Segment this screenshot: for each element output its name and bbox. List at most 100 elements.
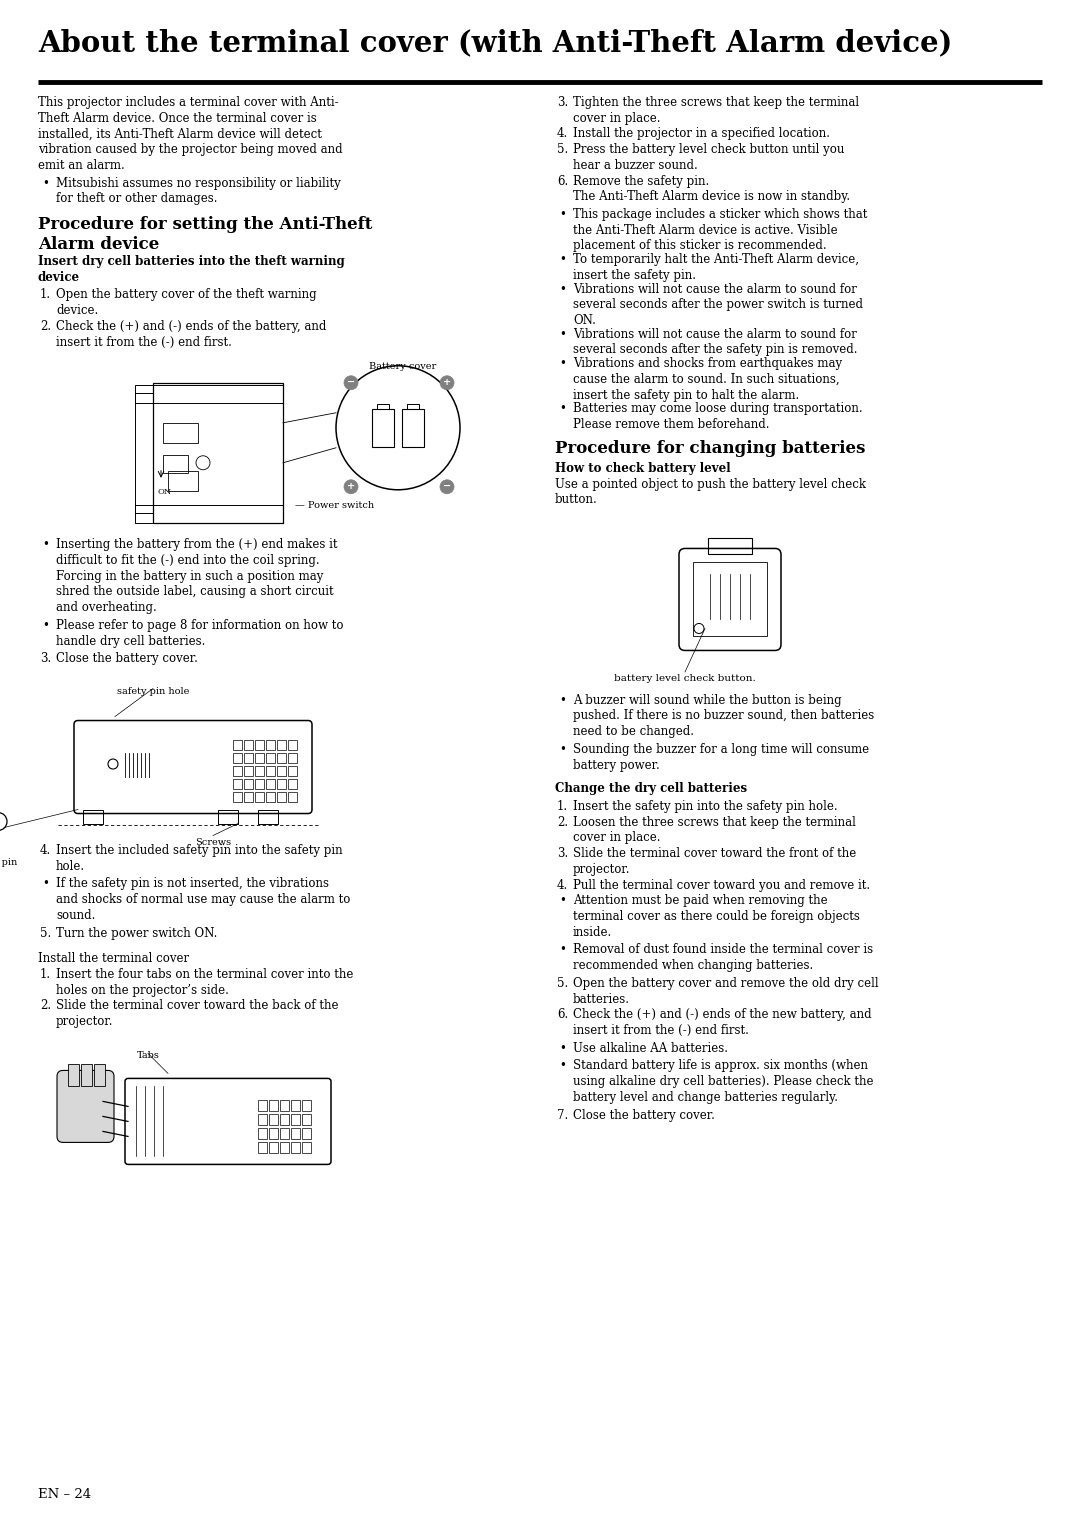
- Text: •: •: [559, 1059, 566, 1073]
- Bar: [218, 810, 238, 824]
- Text: projector.: projector.: [56, 1015, 113, 1028]
- Text: emit an alarm.: emit an alarm.: [38, 159, 125, 171]
- Text: To temporarily halt the Anti-Theft Alarm device,: To temporarily halt the Anti-Theft Alarm…: [573, 254, 859, 266]
- Text: 4.: 4.: [557, 879, 568, 891]
- Bar: [276, 740, 286, 750]
- Bar: [288, 766, 297, 776]
- Bar: [168, 471, 198, 490]
- Text: need to be changed.: need to be changed.: [573, 726, 694, 738]
- Bar: [693, 562, 767, 637]
- Bar: [68, 1065, 79, 1086]
- Text: +: +: [347, 483, 355, 492]
- Text: This package includes a sticker which shows that: This package includes a sticker which sh…: [573, 208, 867, 222]
- Bar: [244, 740, 253, 750]
- Text: recommended when changing batteries.: recommended when changing batteries.: [573, 960, 813, 972]
- Text: insert the safety pin.: insert the safety pin.: [573, 269, 696, 281]
- Text: 4.: 4.: [40, 843, 51, 857]
- Text: 1.: 1.: [40, 289, 51, 301]
- Bar: [280, 1100, 289, 1111]
- Text: the Anti-Theft Alarm device is active. Visible: the Anti-Theft Alarm device is active. V…: [573, 223, 838, 237]
- Bar: [288, 792, 297, 802]
- Bar: [244, 766, 253, 776]
- Text: insert it from the (-) end first.: insert it from the (-) end first.: [56, 336, 232, 348]
- Bar: [94, 1065, 105, 1086]
- Text: several seconds after the power switch is turned: several seconds after the power switch i…: [573, 298, 863, 312]
- Bar: [302, 1114, 311, 1126]
- Text: Attention must be paid when removing the: Attention must be paid when removing the: [573, 894, 827, 908]
- Bar: [402, 410, 424, 446]
- Text: 2.: 2.: [557, 816, 568, 828]
- Bar: [266, 779, 275, 788]
- Text: Insert the four tabs on the terminal cover into the: Insert the four tabs on the terminal cov…: [56, 969, 353, 981]
- Text: •: •: [559, 283, 566, 295]
- Text: 2.: 2.: [40, 319, 51, 333]
- Bar: [276, 766, 286, 776]
- Bar: [291, 1128, 300, 1140]
- Text: vibration caused by the projector being moved and: vibration caused by the projector being …: [38, 144, 342, 156]
- Circle shape: [440, 480, 454, 494]
- Text: insert it from the (-) end first.: insert it from the (-) end first.: [573, 1024, 748, 1038]
- Text: Sounding the buzzer for a long time will consume: Sounding the buzzer for a long time will…: [573, 743, 869, 756]
- Text: •: •: [559, 358, 566, 370]
- Text: Check the (+) and (-) ends of the new battery, and: Check the (+) and (-) ends of the new ba…: [573, 1008, 872, 1021]
- Text: using alkaline dry cell batteries). Please check the: using alkaline dry cell batteries). Plea…: [573, 1076, 874, 1088]
- Text: 6.: 6.: [557, 1008, 568, 1021]
- Text: •: •: [559, 743, 566, 756]
- Bar: [233, 766, 242, 776]
- Text: Turn the power switch ON.: Turn the power switch ON.: [56, 926, 217, 940]
- Text: •: •: [559, 254, 566, 266]
- Text: About the terminal cover (with Anti-Theft Alarm device): About the terminal cover (with Anti-Thef…: [38, 28, 953, 57]
- Text: −: −: [443, 483, 451, 492]
- Text: device: device: [38, 270, 80, 284]
- Text: 4.: 4.: [557, 127, 568, 141]
- Text: Vibrations will not cause the alarm to sound for: Vibrations will not cause the alarm to s…: [573, 329, 856, 341]
- Text: difficult to fit the (-) end into the coil spring.: difficult to fit the (-) end into the co…: [56, 555, 320, 567]
- Bar: [276, 752, 286, 762]
- Text: Open the battery cover of the theft warning: Open the battery cover of the theft warn…: [56, 289, 316, 301]
- Text: cause the alarm to sound. In such situations,: cause the alarm to sound. In such situat…: [573, 373, 839, 387]
- Text: Slide the terminal cover toward the front of the: Slide the terminal cover toward the fron…: [573, 847, 856, 860]
- Text: safety pin: safety pin: [0, 857, 17, 866]
- Bar: [269, 1100, 278, 1111]
- Text: insert the safety pin to halt the alarm.: insert the safety pin to halt the alarm.: [573, 388, 799, 402]
- Bar: [280, 1143, 289, 1154]
- Text: Close the battery cover.: Close the battery cover.: [56, 652, 198, 665]
- Bar: [244, 792, 253, 802]
- Text: Change the dry cell batteries: Change the dry cell batteries: [555, 782, 747, 795]
- Bar: [266, 740, 275, 750]
- Text: 3.: 3.: [40, 652, 51, 665]
- Text: hear a buzzer sound.: hear a buzzer sound.: [573, 159, 698, 171]
- Text: and shocks of normal use may cause the alarm to: and shocks of normal use may cause the a…: [56, 894, 350, 906]
- Text: If the safety pin is not inserted, the vibrations: If the safety pin is not inserted, the v…: [56, 877, 329, 891]
- Circle shape: [345, 376, 357, 390]
- Bar: [302, 1100, 311, 1111]
- Text: 3.: 3.: [557, 96, 568, 108]
- Text: Check the (+) and (-) ends of the battery, and: Check the (+) and (-) ends of the batter…: [56, 319, 326, 333]
- Text: device.: device.: [56, 304, 98, 318]
- Bar: [255, 766, 264, 776]
- Bar: [255, 740, 264, 750]
- FancyBboxPatch shape: [57, 1071, 114, 1143]
- Text: How to check battery level: How to check battery level: [555, 461, 731, 475]
- Bar: [269, 1143, 278, 1154]
- Text: Loosen the three screws that keep the terminal: Loosen the three screws that keep the te…: [573, 816, 855, 828]
- Text: Pull the terminal cover toward you and remove it.: Pull the terminal cover toward you and r…: [573, 879, 870, 891]
- Text: 1.: 1.: [40, 969, 51, 981]
- Bar: [288, 740, 297, 750]
- Text: shred the outside label, causing a short circuit: shred the outside label, causing a short…: [56, 585, 334, 599]
- Bar: [291, 1114, 300, 1126]
- Text: 1.: 1.: [557, 801, 568, 813]
- Text: +: +: [443, 379, 451, 387]
- Bar: [377, 403, 389, 410]
- Text: inside.: inside.: [573, 926, 612, 938]
- Text: Insert the included safety pin into the safety pin: Insert the included safety pin into the …: [56, 843, 342, 857]
- Bar: [302, 1128, 311, 1140]
- Text: •: •: [42, 619, 49, 633]
- Text: Install the terminal cover: Install the terminal cover: [38, 952, 189, 966]
- Text: •: •: [42, 538, 49, 552]
- Bar: [266, 752, 275, 762]
- Text: Press the battery level check button until you: Press the battery level check button unt…: [573, 144, 845, 156]
- Bar: [233, 792, 242, 802]
- Text: Vibrations and shocks from earthquakes may: Vibrations and shocks from earthquakes m…: [573, 358, 842, 370]
- Bar: [407, 403, 419, 410]
